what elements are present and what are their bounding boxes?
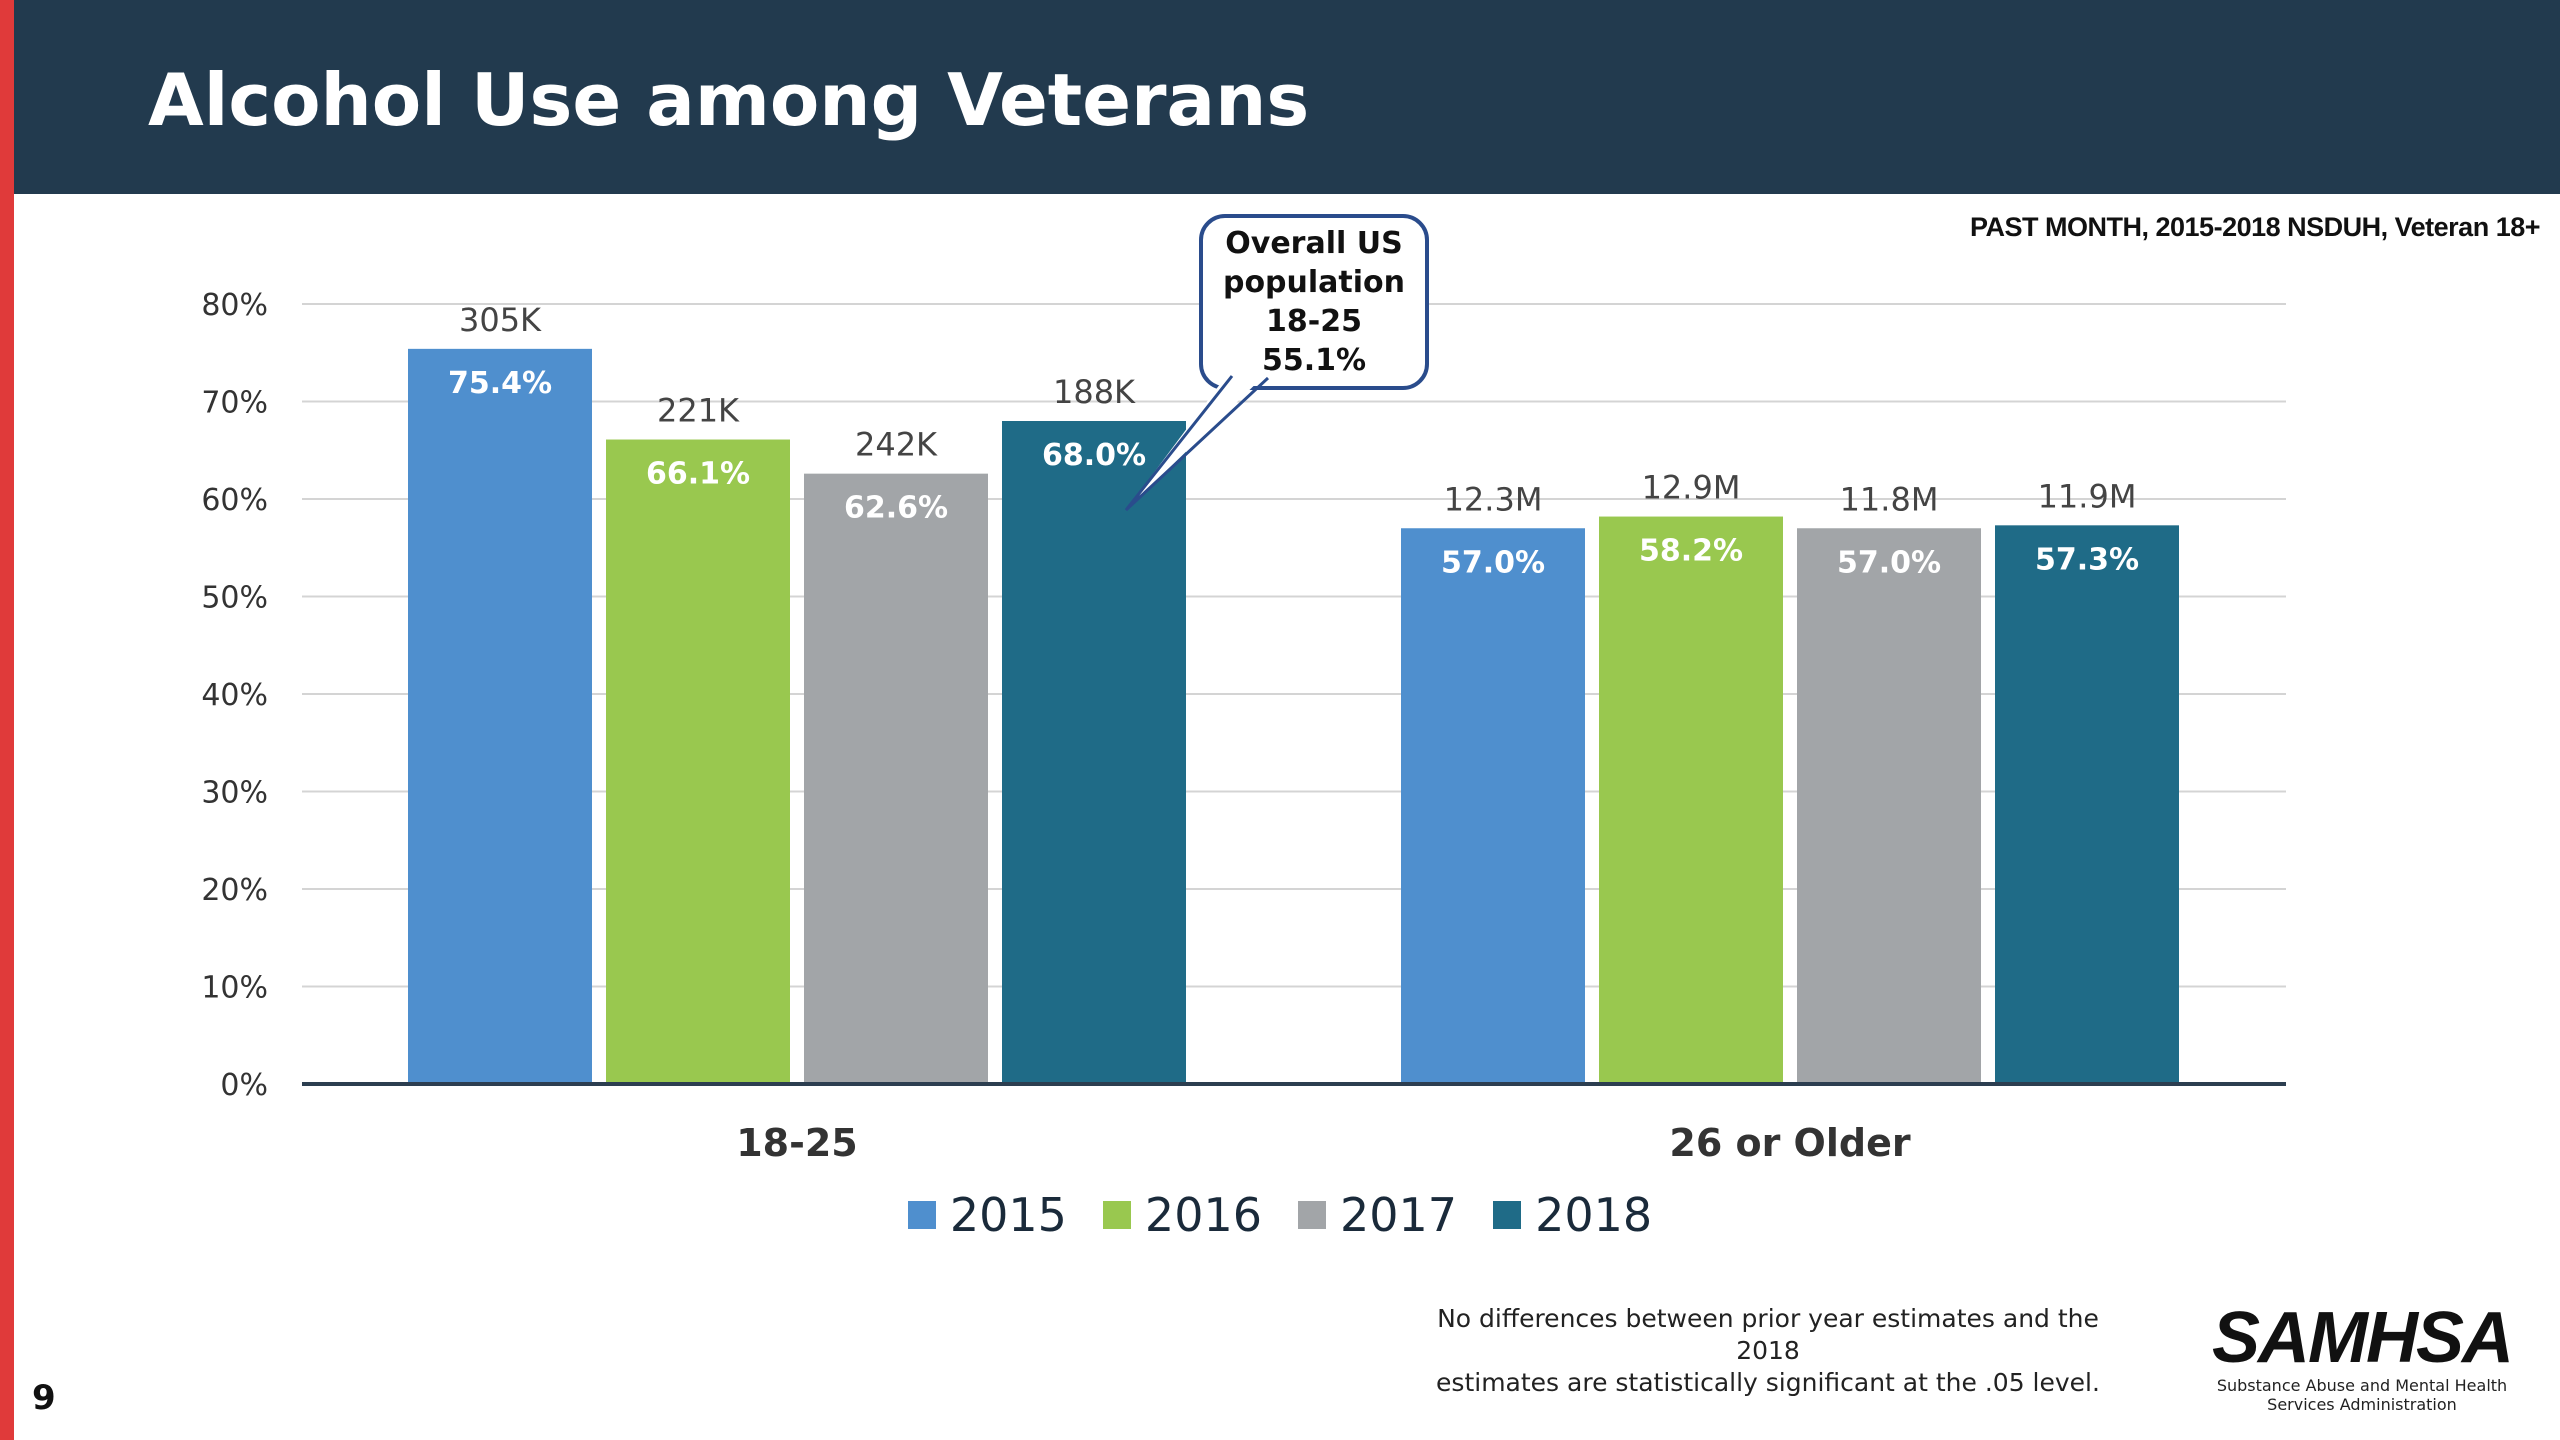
legend-swatch-2015: [907, 1201, 936, 1229]
callout-line-3: 18-25: [1266, 304, 1362, 339]
bar-count-label: 11.9M: [2038, 477, 2137, 515]
legend-label-2018: 2018: [1535, 1188, 1653, 1242]
callout-line-2: population: [1222, 265, 1406, 300]
bar-value-label: 57.3%: [2035, 542, 2139, 577]
y-tick-label: 80%: [201, 288, 268, 323]
bar-2017-0: [804, 473, 988, 1084]
bar-2015-0: [408, 348, 592, 1085]
legend-item-2016: 2016: [1102, 1188, 1262, 1242]
x-category-label: 18-25: [736, 1121, 858, 1165]
bar-2018-1: [1995, 525, 2179, 1084]
bar-2018-0: [1002, 421, 1186, 1084]
footnote-line-2: estimates are statistically significant …: [1436, 1368, 2100, 1397]
bar-value-label: 68.0%: [1042, 438, 1146, 473]
bar-2016-1: [1599, 516, 1783, 1084]
y-tick-label: 20%: [201, 873, 268, 908]
logo-wordmark: SAMHSA: [2211, 1298, 2514, 1378]
legend-item-2017: 2017: [1298, 1188, 1457, 1242]
bar-count-label: 305K: [459, 301, 542, 339]
bar-2017-1: [1797, 528, 1981, 1084]
legend-label-2016: 2016: [1144, 1188, 1262, 1242]
callout-line-1: Overall US: [1225, 226, 1403, 261]
bar-value-label: 66.1%: [646, 457, 750, 492]
samhsa-logo: SAMHSA Substance Abuse and Mental Health…: [2192, 1300, 2532, 1414]
y-tick-label: 10%: [201, 971, 268, 1006]
legend-item-2015: 2015: [907, 1188, 1067, 1242]
logo-subtitle-2: Services Administration: [2267, 1395, 2457, 1414]
legend-label-2017: 2017: [1340, 1188, 1458, 1242]
logo-subtitle-1: Substance Abuse and Mental Health: [2216, 1376, 2508, 1395]
bar-count-label: 188K: [1053, 373, 1136, 411]
chart-subtitle: PAST MONTH, 2015-2018 NSDUH, Veteran 18+: [1970, 212, 2540, 242]
bar-2015-1: [1401, 528, 1585, 1084]
legend-item-2018: 2018: [1493, 1188, 1652, 1242]
y-tick-label: 40%: [201, 678, 268, 713]
bar-value-label: 57.0%: [1441, 545, 1545, 580]
legend-swatch-2016: [1102, 1201, 1131, 1229]
bar-value-label: 57.0%: [1837, 545, 1941, 580]
y-tick-label: 60%: [201, 483, 268, 518]
accent-bar: [0, 0, 14, 1440]
bar-value-label: 62.6%: [844, 491, 948, 526]
x-category-label: 26 or Older: [1669, 1121, 1910, 1165]
bar-count-label: 242K: [855, 426, 938, 464]
callout-box: Overall US population 18-25 55.1%: [1199, 214, 1429, 390]
bar-count-label: 12.9M: [1642, 469, 1741, 507]
bar-value-label: 58.2%: [1639, 534, 1743, 569]
callout-line-4: 55.1%: [1261, 343, 1367, 378]
footnote: No differences between prior year estima…: [1418, 1303, 2118, 1399]
header-band: [14, 0, 2560, 194]
chart-legend: 2015 2016 2017 2018: [0, 1188, 2560, 1242]
y-tick-label: 30%: [201, 776, 268, 811]
y-tick-label: 0%: [220, 1068, 268, 1103]
bar-value-label: 75.4%: [448, 366, 552, 401]
bar-count-label: 221K: [657, 392, 740, 430]
legend-swatch-2017: [1298, 1201, 1326, 1229]
legend-label-2015: 2015: [949, 1188, 1067, 1242]
page-number: 9: [32, 1378, 56, 1418]
legend-swatch-2018: [1493, 1201, 1522, 1229]
slide-title: Alcohol Use among Veterans: [148, 58, 1310, 142]
bar-2016-0: [606, 439, 790, 1084]
footnote-line-1: No differences between prior year estima…: [1437, 1304, 2099, 1365]
bar-count-label: 12.3M: [1444, 480, 1543, 518]
y-tick-label: 70%: [201, 386, 268, 421]
y-tick-label: 50%: [201, 581, 268, 616]
bar-count-label: 11.8M: [1840, 480, 1939, 518]
